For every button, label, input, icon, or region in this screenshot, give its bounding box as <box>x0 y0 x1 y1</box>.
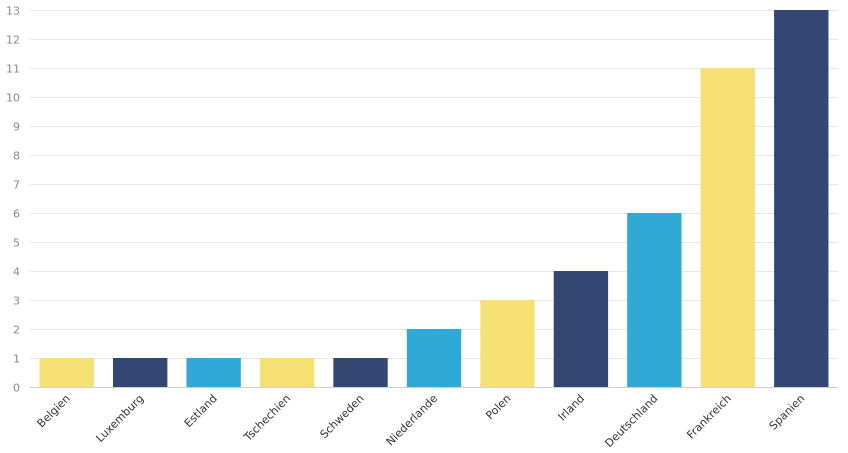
bar <box>333 358 388 387</box>
x-tick-label: Polen <box>483 392 513 422</box>
bar <box>627 213 682 387</box>
bars-layer <box>39 10 829 387</box>
y-tick-label: 2 <box>13 324 20 337</box>
bar <box>113 358 168 387</box>
y-tick-label: 5 <box>13 237 20 250</box>
x-tick-label: Luxemburg <box>93 392 146 445</box>
y-tick-label: 7 <box>13 179 20 192</box>
bar <box>186 358 241 387</box>
y-tick-label: 12 <box>6 34 20 47</box>
bar <box>480 300 535 387</box>
x-tick-label: Deutschland <box>602 392 660 449</box>
x-tick-label: Spanien <box>767 392 808 433</box>
y-tick-label: 0 <box>13 382 20 395</box>
x-tick-label: Estland <box>182 392 220 430</box>
grid-layer <box>30 10 838 388</box>
x-tick-label: Tschechien <box>241 392 294 445</box>
y-tick-label: 13 <box>6 5 20 18</box>
y-tick-label: 1 <box>13 353 20 366</box>
bar <box>553 271 609 387</box>
x-tick-label: Frankreich <box>684 392 734 442</box>
x-axis: Belgien Luxemburg Estland Tschechien Schwede… <box>35 392 808 450</box>
bar <box>259 358 315 387</box>
bar <box>39 358 94 387</box>
bar <box>700 68 755 387</box>
y-tick-label: 3 <box>13 295 20 308</box>
bar <box>406 329 462 387</box>
y-tick-label: 6 <box>13 208 20 221</box>
x-tick-label: Belgien <box>35 392 73 430</box>
y-tick-label: 4 <box>13 266 20 279</box>
y-tick-label: 10 <box>6 92 20 105</box>
y-tick-label: 9 <box>13 121 20 134</box>
x-tick-label: Niederlande <box>384 392 441 449</box>
bar <box>774 10 829 387</box>
y-tick-label: 8 <box>13 150 20 163</box>
y-tick-label: 11 <box>6 63 20 76</box>
x-tick-label: Irland <box>556 392 587 423</box>
x-tick-label: Schweden <box>318 392 367 441</box>
